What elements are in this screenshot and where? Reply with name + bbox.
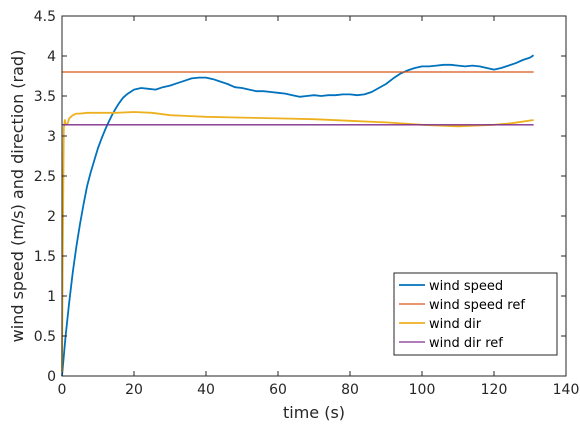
legend-entry-label: wind speed ref: [429, 298, 525, 313]
x-tick-label: 140: [553, 382, 580, 398]
y-tick-label: 3.5: [34, 89, 56, 105]
x-axis-label: time (s): [283, 403, 345, 422]
y-axis-label: wind speed (m/s) and direction (rad): [8, 50, 27, 343]
x-tick-label: 20: [125, 382, 143, 398]
y-tick-label: 0: [47, 369, 56, 385]
legend-box: [393, 272, 558, 356]
x-tick-label: 0: [58, 382, 67, 398]
series-layer: [61, 54, 535, 377]
y-tick-label: 4.5: [34, 9, 56, 25]
y-tick-label: 2: [47, 209, 56, 225]
legend: wind speed wind speed ref wind dir wind dir…: [393, 272, 558, 356]
legend-entry-label: wind speed: [429, 279, 503, 294]
x-tick-label: 60: [269, 382, 287, 398]
y-tick-label: 1: [47, 289, 56, 305]
series-line-0: [61, 54, 535, 377]
x-tick-label: 80: [341, 382, 359, 398]
x-tick-label: 100: [409, 382, 436, 398]
y-tick-label: 0.5: [34, 329, 56, 345]
y-tick-label: 2.5: [34, 169, 56, 185]
y-tick-label: 3: [47, 129, 56, 145]
legend-entry-label: wind dir ref: [429, 336, 503, 351]
y-tick-label: 4: [47, 49, 56, 65]
y-tick-label: 1.5: [34, 249, 56, 265]
axes-layer: 0 20 40 60 80 100 120 140 0 0.5 1 1.5 2 2.5 3 3.5 4 4.5: [34, 9, 580, 398]
x-tick-label: 120: [481, 382, 508, 398]
legend-entry-label: wind dir: [429, 317, 482, 332]
series-line-2: [61, 111, 534, 373]
axes-box: [61, 15, 567, 377]
x-tick-label: 40: [197, 382, 215, 398]
